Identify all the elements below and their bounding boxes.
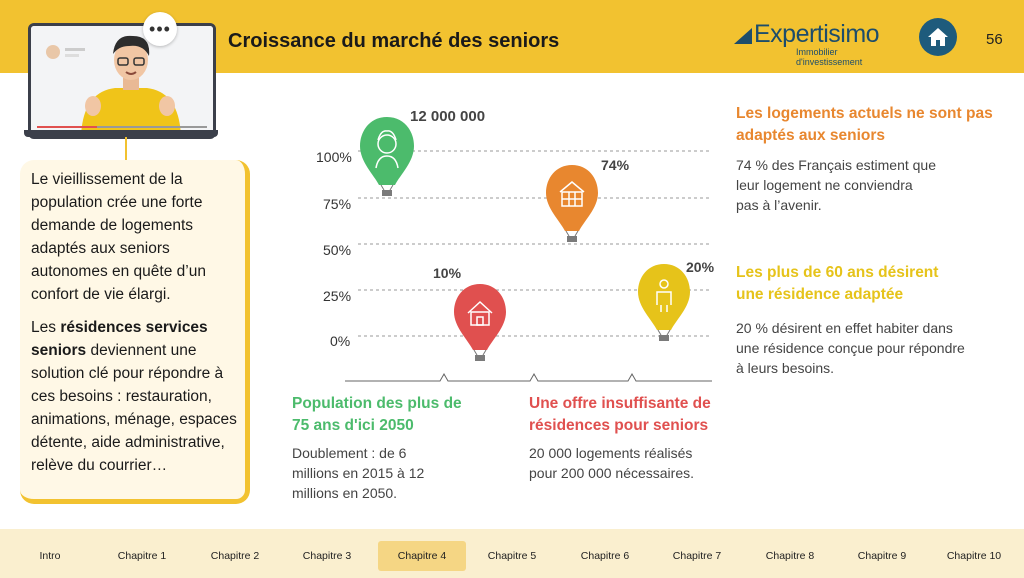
nav-intro[interactable]: Intro: [39, 550, 61, 562]
nav-chapitre-3[interactable]: Chapitre 3: [302, 550, 352, 562]
nav-chapitre-10[interactable]: Chapitre 10: [946, 550, 1002, 562]
building-icon: [559, 181, 585, 207]
nav-chapitre-7[interactable]: Chapitre 7: [672, 550, 722, 562]
person-icon: [656, 279, 672, 312]
y-tick-50: 50%: [323, 242, 352, 258]
offre-title: Une offre insuffisante de résidences pou…: [529, 395, 711, 434]
residence-body: 20 % désirent en effet habiter dans une …: [736, 320, 965, 376]
nav-chapitre-1[interactable]: Chapitre 1: [117, 550, 167, 562]
presenter-video[interactable]: [28, 23, 216, 139]
chart-baseline: [345, 372, 712, 382]
logements-title: Les logements actuels ne sont pas adapté…: [736, 105, 993, 144]
y-tick-0: 0%: [330, 333, 351, 349]
home-icon: [928, 28, 948, 46]
senior-face-icon: [375, 130, 399, 169]
intro-paragraph-2: Les résidences services seniors devienne…: [31, 319, 237, 474]
offre-body: 20 000 logements réalisés pour 200 000 n…: [529, 445, 701, 481]
balloon-offre: [454, 284, 506, 361]
logo-triangle-icon: [734, 28, 752, 44]
gridlines: [358, 150, 710, 337]
y-tick-100: 100%: [316, 149, 352, 165]
nav-chapitre-8[interactable]: Chapitre 8: [765, 550, 815, 562]
value-label-residence: 20%: [686, 259, 715, 275]
logo-tagline: Immobilier d'investissement: [796, 47, 863, 67]
population-title: Population des plus de 75 ans d'ici 2050: [292, 395, 462, 434]
nav-chapitre-6[interactable]: Chapitre 6: [580, 550, 630, 562]
chat-bubble-icon[interactable]: •••: [143, 12, 177, 46]
house-icon: [467, 300, 493, 326]
y-tick-25: 25%: [323, 288, 352, 304]
y-tick-75: 75%: [323, 196, 352, 212]
nav-chapitre-4[interactable]: Chapitre 4: [378, 541, 466, 571]
value-label-logements: 74%: [601, 157, 630, 173]
highlight-rss: résidences services seniors: [31, 319, 208, 359]
logo-name: Expertisimo: [754, 20, 880, 48]
page-title: Croissance du marché des seniors: [228, 30, 560, 52]
nav-chapitre-9[interactable]: Chapitre 9: [857, 550, 907, 562]
nav-chapitre-2[interactable]: Chapitre 2: [210, 550, 260, 562]
value-label-offre: 10%: [433, 265, 462, 281]
logements-body: 74 % des Français estiment que leur loge…: [736, 157, 936, 213]
presenter-illustration: [31, 26, 213, 136]
balloon-population: [360, 117, 414, 196]
nav-chapitre-5[interactable]: Chapitre 5: [487, 550, 537, 562]
home-button[interactable]: [919, 18, 957, 56]
chapter-nav: [0, 529, 1024, 578]
value-label-population: 12 000 000: [410, 108, 486, 125]
balloon-logements: [546, 165, 598, 242]
intro-text-box: Le vieillissement de la population crée …: [20, 160, 250, 504]
residence-title: Les plus de 60 ans désirent une résidenc…: [736, 264, 939, 303]
balloon-residence: [638, 264, 690, 341]
population-body: Doublement : de 6 millions en 2015 à 12 …: [292, 445, 425, 501]
callout-pointer: [125, 137, 127, 161]
page-number: 56: [986, 31, 1003, 48]
expertisimo-logo: Expertisimo Immobilier d'investissement: [734, 18, 904, 67]
laptop-base: [24, 130, 218, 137]
intro-paragraph-1: Le vieillissement de la population crée …: [31, 171, 206, 303]
